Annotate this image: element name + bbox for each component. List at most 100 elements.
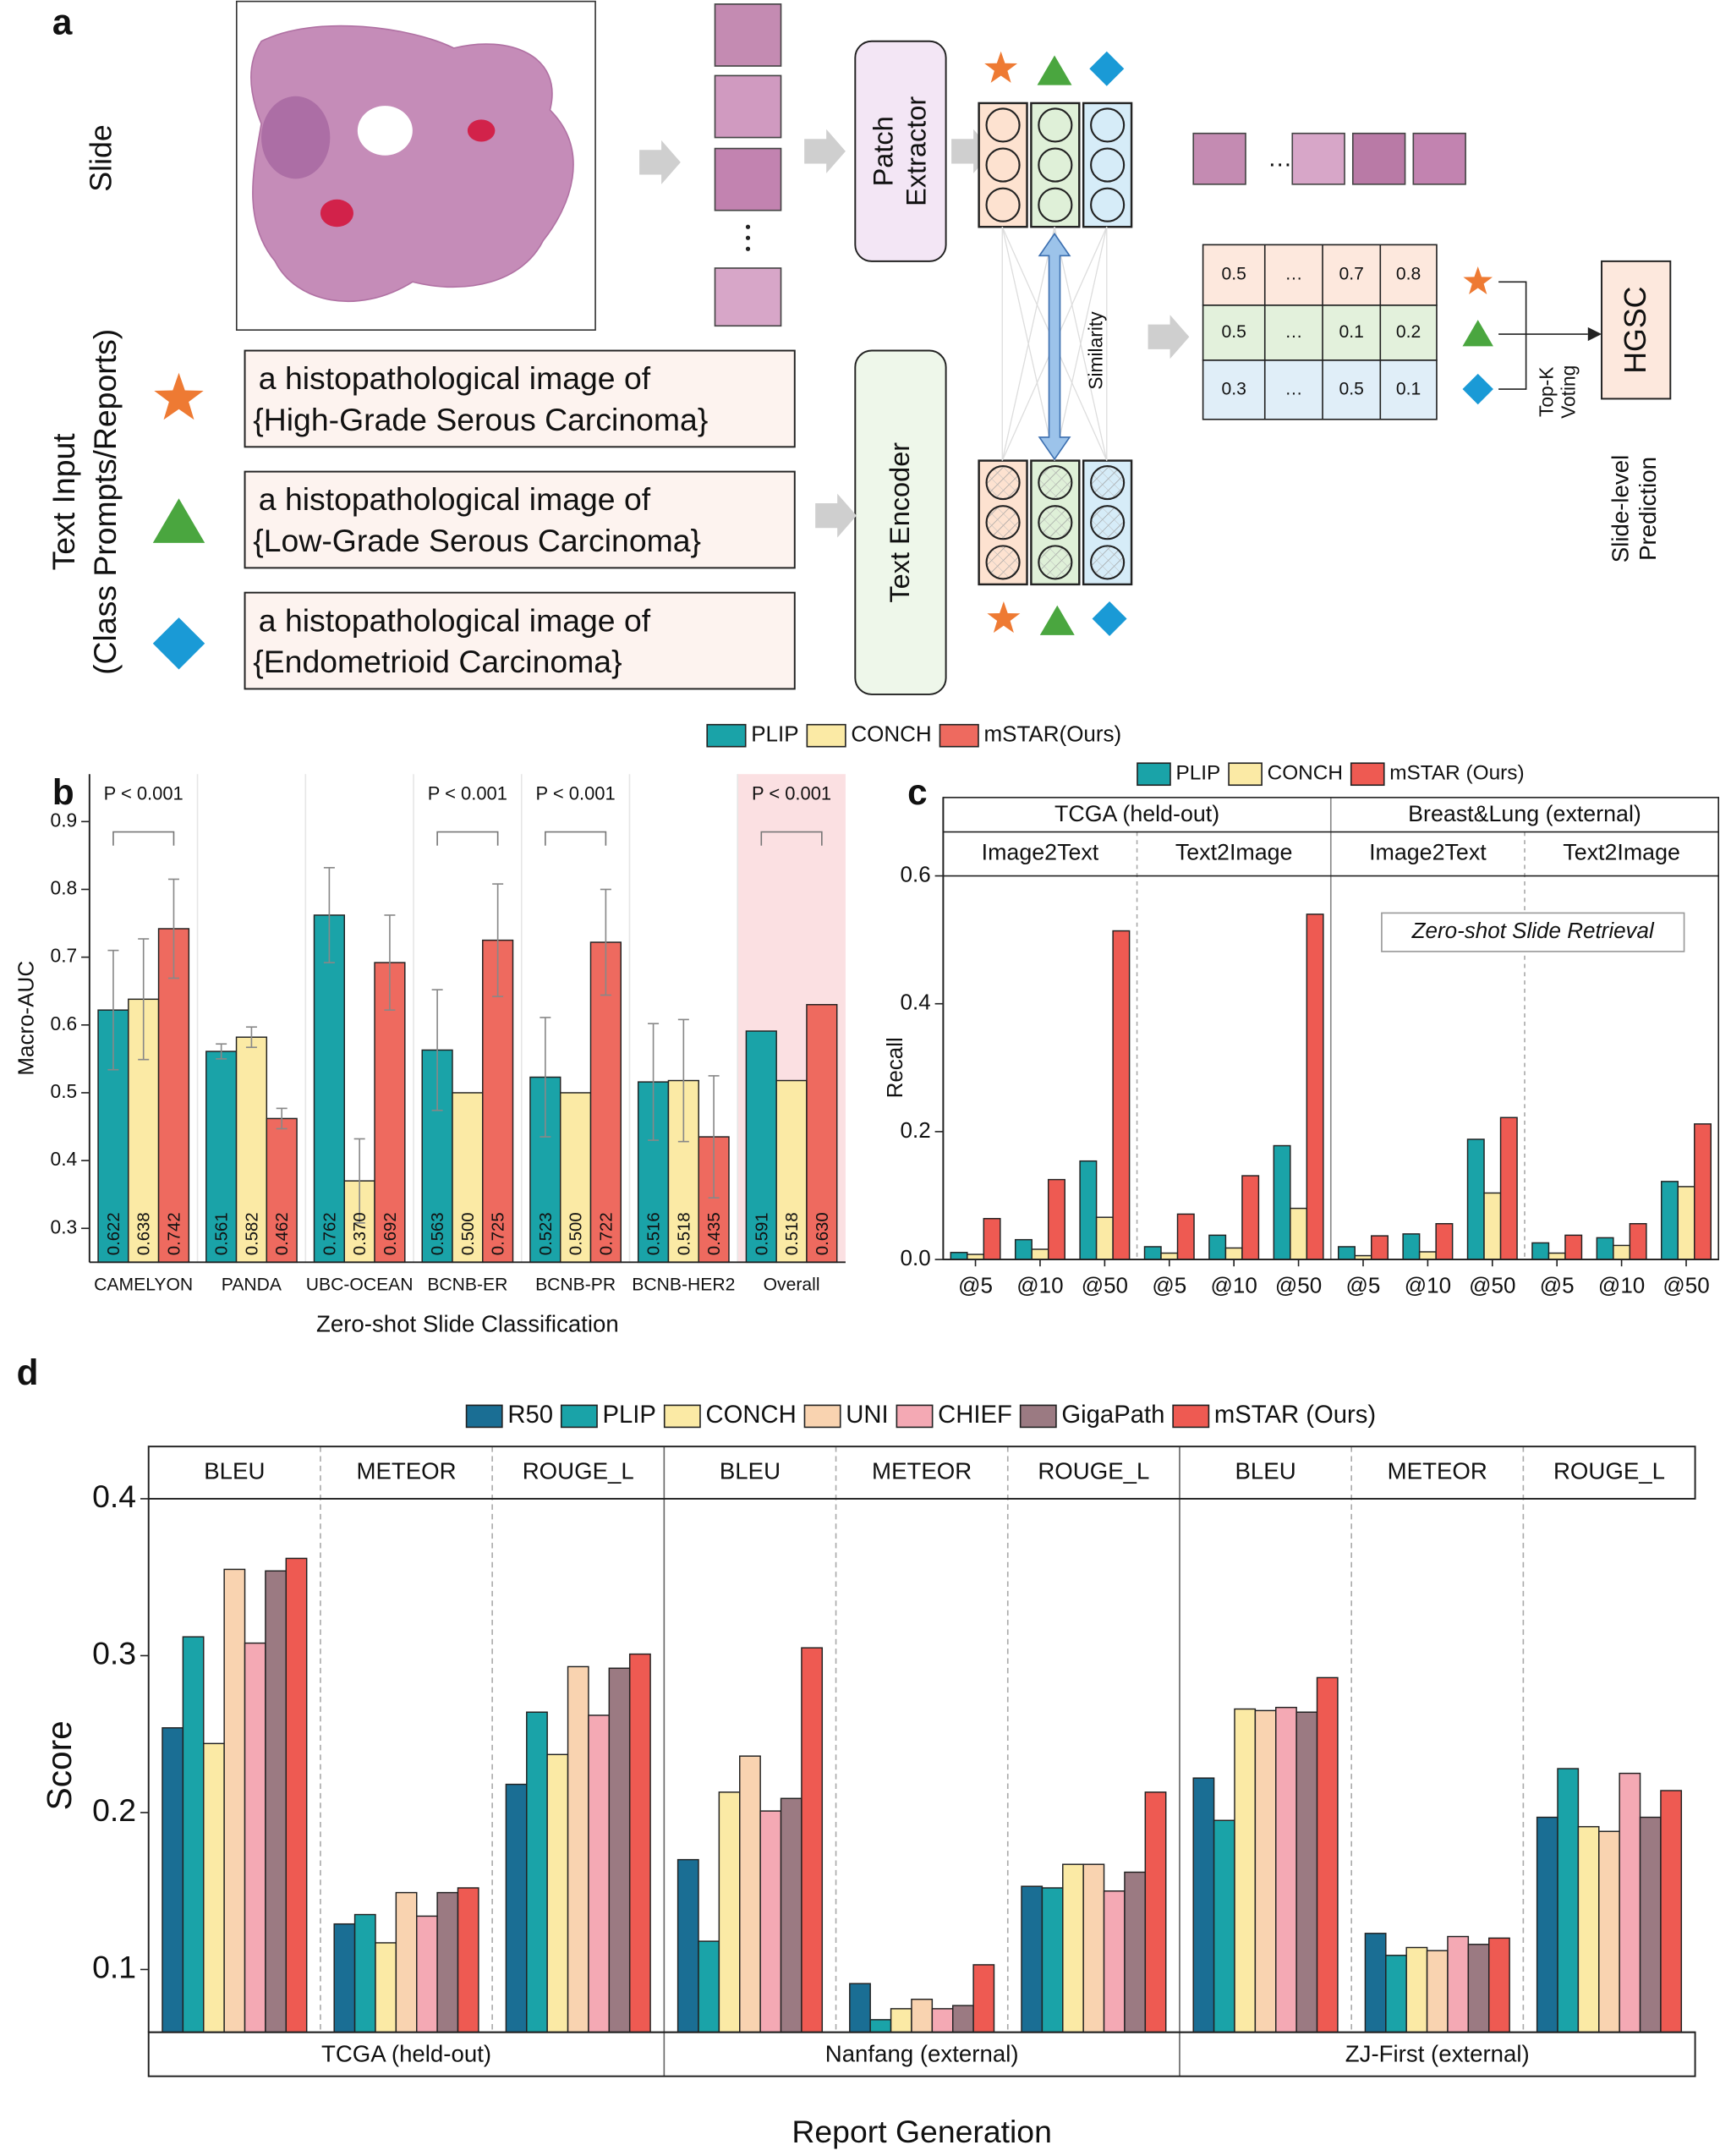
x-tick-label: ROUGE_L (1038, 1457, 1149, 1484)
bar (529, 1076, 561, 1264)
slide-region (261, 96, 331, 179)
legend-swatch (706, 723, 747, 748)
value-label: 0.638 (135, 1212, 154, 1255)
group-label: Nanfang (external) (825, 2041, 1019, 2067)
embedding-node (985, 465, 1021, 501)
embedding-node (1090, 505, 1126, 540)
patch (714, 267, 782, 327)
x-axis-label: Report Generation (792, 2114, 1052, 2149)
connection (1054, 227, 1108, 461)
arrow (815, 493, 857, 538)
bar (806, 1004, 838, 1264)
x-tick-label: BCNB-PR (535, 1275, 616, 1295)
bar (745, 1030, 777, 1264)
bar (244, 1642, 266, 2033)
subgroup-label: Image2Text (982, 840, 1099, 865)
group-label: ZJ-First (external) (1345, 2041, 1530, 2067)
x-tick-label: ROUGE_L (523, 1457, 634, 1484)
matrix-cell: … (1285, 379, 1302, 398)
text-input-label: Text Input (46, 433, 81, 571)
legend-swatch (896, 1404, 934, 1429)
matrix-cell: 0.5 (1339, 379, 1363, 398)
y-axis-label: Score (40, 1720, 79, 1810)
bar (1144, 1791, 1167, 2033)
x-axis-label: Zero-shot Slide Classification (316, 1310, 619, 1336)
bar (1499, 1116, 1518, 1260)
x-tick-label: METEOR (1388, 1457, 1487, 1484)
prediction-text: HGSC (1619, 287, 1652, 374)
value-label: 0.516 (645, 1212, 664, 1255)
slide-spot (320, 199, 353, 228)
embedding-node (1038, 107, 1073, 143)
bar (313, 914, 346, 1264)
bar (1124, 1871, 1147, 2033)
bar (416, 1915, 438, 2033)
bar (182, 1636, 205, 2033)
legend-label: CONCH (851, 721, 931, 747)
diamond-icon (1092, 601, 1127, 637)
bar (1629, 1223, 1647, 1260)
value-label: 0.692 (381, 1212, 400, 1255)
panel-d: d 0.1 0.2 0.3 0.4 BLEU METEOR ROUGE_L BLEU METEOR… (17, 1352, 1696, 2149)
star-icon (984, 51, 1018, 83)
legend-label: R50 (507, 1402, 553, 1429)
y-tick-label: 0.2 (92, 1792, 136, 1828)
footer-frame (147, 2031, 1696, 2077)
bar (588, 1714, 611, 2033)
legend-swatch (560, 1404, 598, 1429)
legend-swatch (1228, 762, 1263, 787)
patch (714, 3, 782, 67)
value-label: 0.500 (459, 1212, 478, 1255)
prompt-line: a histopathological image of (259, 360, 651, 396)
x-tick-label: @50 (1662, 1272, 1709, 1297)
matrix-cell: … (1285, 265, 1302, 284)
bar (1418, 1251, 1437, 1260)
triangle-icon (1039, 605, 1075, 635)
x-tick-label: METEOR (356, 1457, 456, 1484)
diamond-icon (1462, 373, 1493, 405)
bar (1547, 1252, 1566, 1260)
patches (714, 3, 782, 327)
y-tick-label: 0.8 (51, 877, 78, 899)
x-tick-label: @10 (1405, 1272, 1451, 1297)
bar (1613, 1244, 1631, 1260)
slide-label: Slide (85, 124, 118, 192)
panel-b: b 0.622 0.561 0.762 0.563 0.523 0.516 0.591 0.63… (14, 721, 1122, 1337)
p-value: P < 0.001 (428, 782, 507, 804)
annotation-box (1381, 912, 1685, 952)
x-tick-label: @10 (1211, 1272, 1257, 1297)
bar (1192, 1777, 1215, 2033)
y-tick-label: 0.3 (51, 1215, 78, 1237)
y-axis-label: Recall (882, 1037, 907, 1098)
y-tick-label: 0.9 (51, 809, 78, 831)
matrix-cell: 0.8 (1396, 265, 1421, 284)
embedding-node (1038, 187, 1073, 222)
x-tick-label: @5 (1540, 1272, 1575, 1297)
y-tick-label: 0.4 (92, 1478, 136, 1514)
value-label: 0.725 (490, 1212, 508, 1255)
similarity-matrix: 0.5 … 0.7 0.8 0.5 … 0.1 0.2 0.3 … 0.5 0.1 (1202, 244, 1438, 420)
legend-label: mSTAR(Ours) (983, 721, 1121, 747)
prompt-line: {Endometrioid Carcinoma} (253, 644, 622, 679)
bar (911, 1999, 934, 2033)
bar (266, 1117, 298, 1264)
value-label: 0.518 (783, 1212, 802, 1255)
legend-label: PLIP (603, 1402, 656, 1429)
diamond-icon (1089, 51, 1125, 86)
y-tick-label: 0.0 (901, 1245, 931, 1270)
slide-hole (357, 106, 413, 156)
bar (780, 1797, 802, 2033)
bar (333, 1923, 356, 2033)
x-tick-label: Overall (764, 1275, 820, 1295)
diamond-icon (152, 617, 205, 670)
text-encoder-box (854, 349, 947, 695)
x-tick-label: BLEU (204, 1457, 265, 1484)
value-label: 0.462 (273, 1212, 292, 1255)
bar (1160, 1252, 1179, 1260)
matrix-cell: … (1285, 322, 1302, 342)
bar (718, 1791, 741, 2033)
bar (1426, 1950, 1449, 2033)
bar (1385, 1955, 1407, 2033)
bar (890, 2008, 912, 2033)
